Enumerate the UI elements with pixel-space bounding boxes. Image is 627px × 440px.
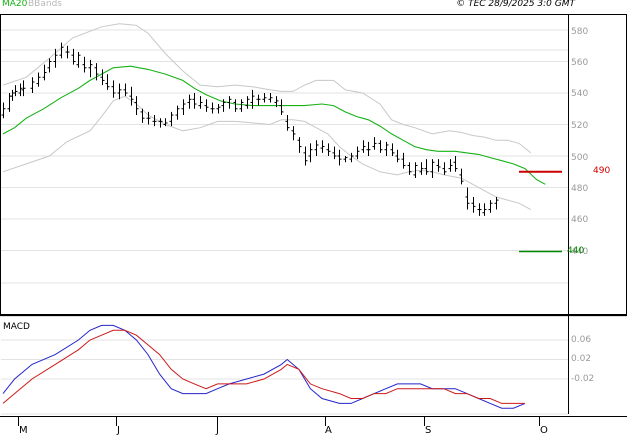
y-tick-label: 560 <box>571 58 589 68</box>
y-tick-label: 440 <box>571 247 589 257</box>
macd-tick-label: -0.02 <box>571 374 595 384</box>
y-tick-label: 480 <box>571 184 589 194</box>
series-lower-band-line <box>2 95 532 211</box>
month-label: J <box>117 425 120 436</box>
resistance-label: 490 <box>593 166 611 176</box>
macd-tick-label: 0.02 <box>571 354 592 364</box>
month-label: J <box>216 425 219 436</box>
price-axis-box <box>568 14 627 315</box>
y-tick-label: 520 <box>571 121 589 131</box>
y-tick-label: 500 <box>571 153 589 163</box>
month-label: O <box>540 425 548 436</box>
y-tick-label: 580 <box>571 27 589 37</box>
macd-macd-line <box>2 324 526 409</box>
series-upper-band-line <box>2 23 532 154</box>
macd-tick-label: 0.06 <box>571 335 592 345</box>
month-label: A <box>325 425 332 436</box>
series-ma20-line <box>2 65 546 185</box>
support-label: 440 <box>567 246 585 256</box>
price-panel <box>0 14 569 315</box>
month-label: S <box>425 425 432 436</box>
macd-signal-line <box>2 329 525 404</box>
macd-label: MACD <box>3 322 30 332</box>
month-label: M <box>19 425 28 436</box>
y-tick-label: 460 <box>571 215 589 225</box>
copyright-text: © TEC 28/9/2025 3:0 GMT <box>456 0 575 9</box>
legend-bbands: BBands <box>28 0 62 9</box>
y-tick-label: 540 <box>571 89 589 99</box>
legend-ma20: MA20 <box>2 0 28 9</box>
